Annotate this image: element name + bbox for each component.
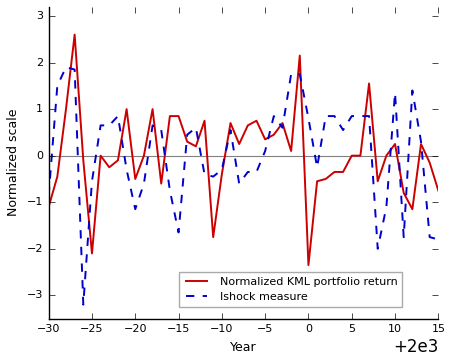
Line: Normalized KML portfolio return: Normalized KML portfolio return — [49, 34, 437, 265]
Normalized KML portfolio return — [132, 177, 138, 181]
Normalized KML portfolio return — [279, 121, 285, 125]
Normalized KML portfolio return — [400, 191, 405, 195]
Ishock measure — [150, 123, 155, 127]
Normalized KML portfolio return — [296, 53, 302, 58]
Normalized KML portfolio return — [124, 107, 129, 111]
Ishock measure — [314, 165, 319, 170]
Ishock measure — [46, 193, 51, 197]
Normalized KML portfolio return — [374, 179, 380, 183]
Normalized KML portfolio return — [262, 137, 267, 142]
Ishock measure — [409, 88, 414, 93]
Ishock measure — [435, 237, 440, 242]
Normalized KML portfolio return — [271, 132, 276, 137]
Normalized KML portfolio return — [391, 142, 397, 146]
Normalized KML portfolio return — [366, 81, 371, 86]
Normalized KML portfolio return — [141, 154, 146, 158]
Normalized KML portfolio return — [89, 251, 94, 256]
Normalized KML portfolio return — [331, 170, 336, 174]
Normalized KML portfolio return — [115, 158, 120, 163]
Ishock measure — [348, 114, 354, 118]
Ishock measure — [55, 83, 60, 88]
Ishock measure — [124, 167, 129, 172]
Ishock measure — [236, 182, 241, 186]
Normalized KML portfolio return — [46, 205, 51, 209]
Normalized KML portfolio return — [202, 119, 207, 123]
Ishock measure — [89, 179, 94, 183]
Ishock measure — [417, 139, 423, 144]
Ishock measure — [391, 91, 397, 95]
Normalized KML portfolio return — [417, 142, 423, 146]
Normalized KML portfolio return — [426, 160, 432, 165]
Normalized KML portfolio return — [55, 175, 60, 179]
Ishock measure — [400, 235, 405, 239]
Normalized KML portfolio return — [72, 32, 77, 37]
Normalized KML portfolio return — [184, 139, 189, 144]
Ishock measure — [357, 114, 362, 118]
Line: Ishock measure: Ishock measure — [49, 67, 437, 305]
Normalized KML portfolio return — [175, 114, 181, 118]
Ishock measure — [219, 167, 224, 172]
Ishock measure — [175, 230, 181, 234]
Ishock measure — [296, 72, 302, 76]
Normalized KML portfolio return — [227, 121, 233, 125]
Ishock measure — [80, 302, 86, 307]
Normalized KML portfolio return — [63, 107, 69, 111]
Ishock measure — [305, 116, 310, 121]
Legend: Normalized KML portfolio return, Ishock measure: Normalized KML portfolio return, Ishock … — [178, 272, 401, 307]
Ishock measure — [141, 182, 146, 186]
Normalized KML portfolio return — [106, 165, 112, 170]
Normalized KML portfolio return — [348, 154, 354, 158]
Normalized KML portfolio return — [193, 144, 198, 148]
Ishock measure — [340, 128, 345, 132]
Ishock measure — [271, 114, 276, 118]
Ishock measure — [115, 114, 120, 118]
Normalized KML portfolio return — [98, 154, 103, 158]
Ishock measure — [374, 246, 380, 251]
Normalized KML portfolio return — [80, 158, 86, 163]
Normalized KML portfolio return — [314, 179, 319, 183]
Ishock measure — [193, 126, 198, 130]
Ishock measure — [279, 126, 285, 130]
Normalized KML portfolio return — [409, 207, 414, 211]
Ishock measure — [288, 72, 293, 76]
Normalized KML portfolio return — [244, 123, 250, 127]
Ishock measure — [72, 68, 77, 72]
Ishock measure — [167, 188, 172, 193]
Ishock measure — [366, 114, 371, 118]
Ishock measure — [184, 132, 189, 137]
Normalized KML portfolio return — [340, 170, 345, 174]
Ishock measure — [210, 175, 216, 179]
Normalized KML portfolio return — [167, 114, 172, 118]
X-axis label: Year: Year — [230, 341, 256, 354]
Ishock measure — [426, 235, 432, 239]
Ishock measure — [244, 170, 250, 174]
Ishock measure — [158, 128, 164, 132]
Normalized KML portfolio return — [322, 177, 328, 181]
Normalized KML portfolio return — [210, 235, 216, 239]
Normalized KML portfolio return — [383, 154, 388, 158]
Normalized KML portfolio return — [236, 142, 241, 146]
Ishock measure — [253, 170, 258, 174]
Normalized KML portfolio return — [357, 154, 362, 158]
Normalized KML portfolio return — [158, 182, 164, 186]
Y-axis label: Normalized scale: Normalized scale — [7, 109, 20, 216]
Ishock measure — [202, 172, 207, 176]
Normalized KML portfolio return — [288, 149, 293, 153]
Ishock measure — [262, 149, 267, 153]
Ishock measure — [322, 114, 328, 118]
Normalized KML portfolio return — [435, 188, 440, 193]
Ishock measure — [383, 205, 388, 209]
Normalized KML portfolio return — [305, 263, 310, 267]
Normalized KML portfolio return — [253, 119, 258, 123]
Ishock measure — [106, 123, 112, 127]
Ishock measure — [132, 207, 138, 211]
Normalized KML portfolio return — [219, 172, 224, 176]
Ishock measure — [98, 123, 103, 127]
Ishock measure — [331, 114, 336, 118]
Ishock measure — [63, 65, 69, 69]
Normalized KML portfolio return — [150, 107, 155, 111]
Ishock measure — [227, 128, 233, 132]
